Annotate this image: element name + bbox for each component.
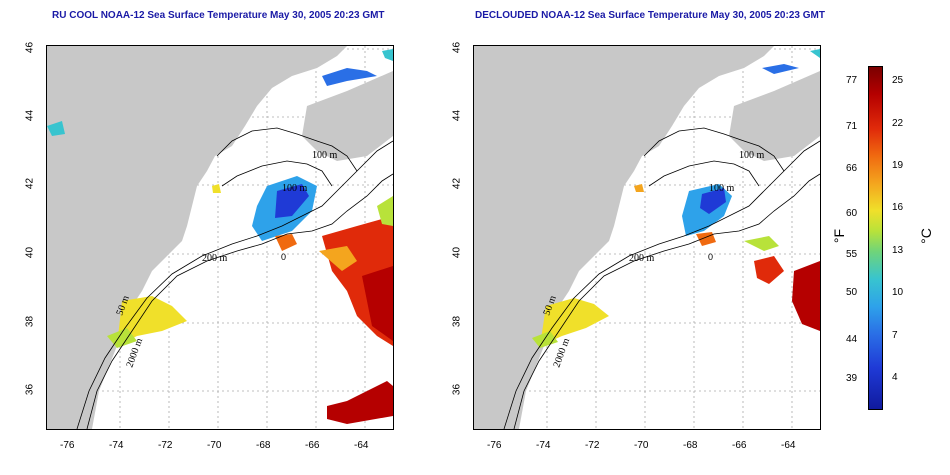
fahrenheit-unit-label: °F	[831, 228, 848, 244]
celsius-tick: 13	[892, 245, 904, 256]
celsius-tick: 7	[892, 330, 898, 341]
land-mass	[474, 46, 774, 429]
map-title-left: RU COOL NOAA-12 Sea Surface Temperature …	[52, 10, 385, 21]
celsius-unit-label: °C	[917, 228, 934, 244]
lon-tick: -76	[487, 440, 502, 451]
fahrenheit-tick: 44	[846, 334, 858, 345]
sst-map-declouded: 100 m 100 m 200 m 50 m 2000 m 0	[473, 45, 821, 430]
lat-tick: 44	[24, 109, 36, 122]
contour-label-200m: 200 m	[629, 253, 655, 264]
contour-label-100m-upper: 100 m	[739, 150, 765, 161]
sst-map-raw: 100 m 100 m 200 m 50 m 2000 m 0	[46, 45, 394, 430]
lon-tick: -72	[158, 440, 173, 451]
lon-tick: -64	[781, 440, 796, 451]
contour-label-0: 0	[281, 252, 286, 262]
lon-tick: -72	[585, 440, 600, 451]
sst-patches	[47, 49, 393, 424]
lat-tick: 46	[24, 41, 36, 54]
contour-label-100m-lower: 100 m	[282, 183, 308, 194]
fahrenheit-tick: 39	[846, 373, 858, 384]
celsius-tick: 19	[892, 160, 904, 171]
map-title-right: DECLOUDED NOAA-12 Sea Surface Temperatur…	[475, 10, 825, 21]
fahrenheit-tick: 71	[846, 121, 858, 132]
lat-tick: 40	[24, 246, 36, 259]
lat-tick: 42	[24, 177, 36, 190]
lon-tick: -68	[256, 440, 271, 451]
land-mass	[47, 46, 347, 429]
lat-tick: 46	[451, 41, 463, 54]
fahrenheit-tick: 50	[846, 287, 858, 298]
lon-tick: -64	[354, 440, 369, 451]
celsius-tick: 22	[892, 118, 904, 129]
celsius-tick: 16	[892, 202, 904, 213]
contour-label-0: 0	[708, 252, 713, 262]
fahrenheit-tick: 55	[846, 249, 858, 260]
lon-tick: -74	[536, 440, 551, 451]
lon-tick: -74	[109, 440, 124, 451]
lat-tick: 36	[24, 383, 36, 396]
lat-tick: 36	[451, 383, 463, 396]
lat-tick: 40	[451, 246, 463, 259]
contour-label-100m-lower: 100 m	[709, 183, 735, 194]
lat-tick: 38	[24, 315, 36, 328]
contour-label-100m-upper: 100 m	[312, 150, 338, 161]
lat-tick: 42	[451, 177, 463, 190]
bathymetry-contours	[76, 127, 393, 429]
lat-tick: 44	[451, 109, 463, 122]
fahrenheit-tick: 66	[846, 163, 858, 174]
celsius-tick: 25	[892, 75, 904, 86]
fahrenheit-tick: 60	[846, 208, 858, 219]
contour-label-200m: 200 m	[202, 253, 228, 264]
lon-tick: -66	[732, 440, 747, 451]
lon-tick: -76	[60, 440, 75, 451]
nova-scotia	[729, 71, 820, 161]
temperature-colorbar	[868, 66, 883, 410]
nova-scotia	[302, 71, 393, 161]
celsius-tick: 10	[892, 287, 904, 298]
celsius-tick: 4	[892, 372, 898, 383]
lat-tick: 38	[451, 315, 463, 328]
lon-tick: -70	[634, 440, 649, 451]
fahrenheit-tick: 77	[846, 75, 858, 86]
bathymetry-contours	[503, 127, 820, 429]
lon-tick: -66	[305, 440, 320, 451]
lon-tick: -70	[207, 440, 222, 451]
lon-tick: -68	[683, 440, 698, 451]
